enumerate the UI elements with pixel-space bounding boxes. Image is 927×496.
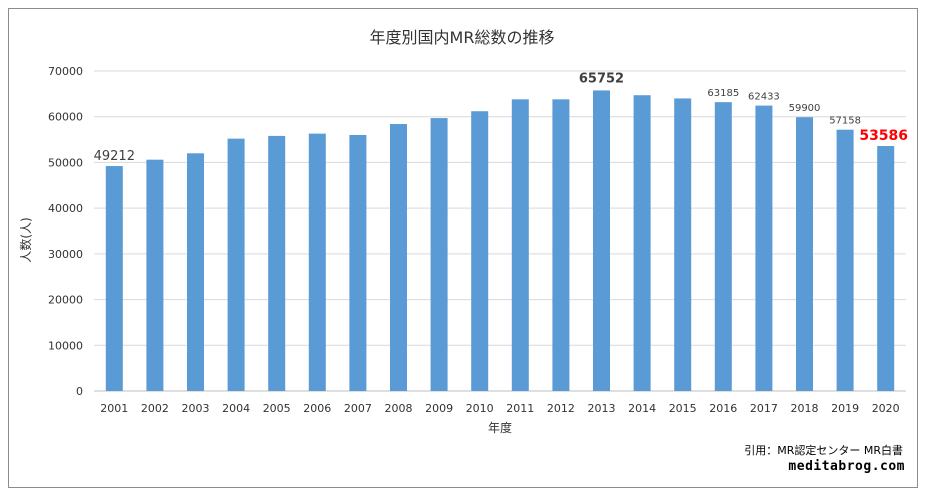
y-tick-labels: 0 10000 20000 30000 40000 50000 60000 70000: [48, 65, 83, 398]
bar: [796, 117, 813, 392]
x-axis-label: 年度: [488, 420, 512, 435]
x-tick-label: 2011: [506, 402, 534, 415]
data-label: 53586: [859, 128, 908, 144]
data-label: 49212: [94, 149, 135, 164]
x-tick-label: 2016: [709, 402, 737, 415]
bar: [593, 90, 610, 391]
bar: [633, 95, 651, 391]
x-tick-label: 2002: [141, 402, 169, 415]
x-tick-label: 2012: [547, 402, 575, 415]
x-tick-label: 2005: [263, 402, 291, 415]
data-label: 62433: [748, 92, 780, 103]
x-tick-label: 2020: [872, 402, 900, 415]
y-tick-label: 30000: [48, 248, 83, 261]
bar: [836, 129, 854, 391]
bar: [349, 135, 367, 391]
x-tick-label: 2014: [628, 402, 656, 415]
bar: [227, 138, 245, 391]
data-label: 59900: [789, 103, 821, 114]
bar: [187, 153, 204, 391]
y-tick-label: 70000: [48, 65, 83, 78]
data-label: 57158: [829, 116, 861, 127]
y-axis-label: 人数(人): [18, 217, 33, 262]
brand-label: meditabrog.com: [788, 459, 905, 474]
bar: [552, 99, 570, 391]
y-tick-label: 10000: [48, 339, 83, 352]
bar: [308, 133, 326, 391]
x-tick-label: 2015: [669, 402, 697, 415]
bar: [674, 98, 692, 391]
bar: [877, 146, 895, 391]
x-tick-label: 2007: [344, 402, 372, 415]
bar: [105, 166, 123, 391]
y-tick-label: 40000: [48, 202, 83, 215]
x-tick-label: 2006: [303, 402, 331, 415]
bar: [471, 111, 489, 391]
x-tick-label: 2004: [222, 402, 250, 415]
y-tick-label: 50000: [48, 156, 83, 169]
x-tick-label: 2001: [100, 402, 128, 415]
y-tick-label: 0: [76, 385, 83, 398]
x-tick-label: 2019: [831, 402, 859, 415]
x-tick-label: 2018: [791, 402, 819, 415]
x-tick-labels: 2001 2002 2003 2004 2005 2006 2007 2008 2009 2010…: [100, 402, 899, 415]
x-tick-label: 2013: [588, 402, 616, 415]
data-label: 63185: [707, 88, 739, 99]
bar: [755, 105, 773, 391]
bars: [105, 90, 895, 392]
y-tick-label: 60000: [48, 111, 83, 124]
bar: [511, 99, 529, 391]
bar: [430, 118, 448, 391]
x-tick-label: 2010: [466, 402, 494, 415]
bar: [714, 102, 732, 391]
gridlines: [94, 70, 906, 392]
source-note: 引用：MR認定センター MR白書: [744, 444, 903, 457]
bar: [268, 135, 286, 391]
x-tick-label: 2003: [182, 402, 210, 415]
chart-title: 年度別国内MR総数の推移: [369, 28, 555, 47]
x-tick-label: 2009: [425, 402, 453, 415]
data-label: 65752: [579, 71, 624, 86]
x-tick-label: 2017: [750, 402, 778, 415]
bar: [146, 159, 164, 391]
x-tick-label: 2008: [385, 402, 413, 415]
y-tick-label: 20000: [48, 294, 83, 307]
bar: [390, 124, 407, 392]
